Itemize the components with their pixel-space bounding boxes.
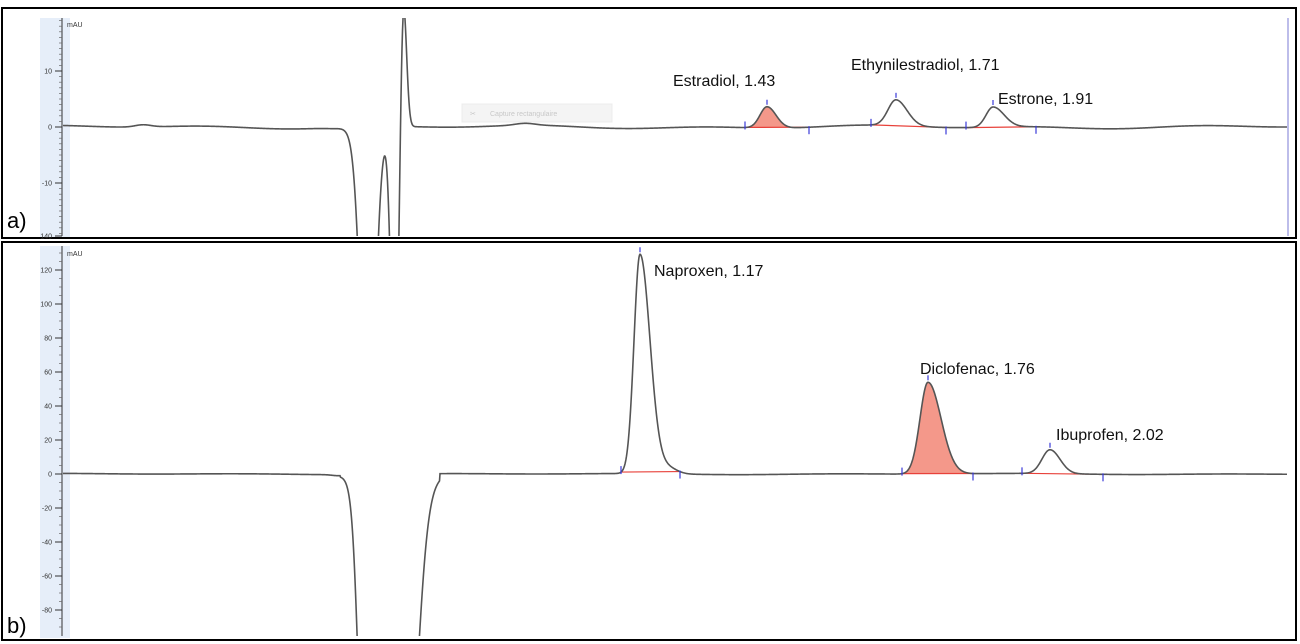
panel-a-axis-strip bbox=[40, 18, 70, 238]
y-tick-label: 20 bbox=[44, 438, 52, 445]
peak-label-ibuprofen: Ibuprofen, 2.02 bbox=[1056, 427, 1164, 444]
capture-text: Capture rectangulaire bbox=[490, 111, 557, 118]
panel-a-y-unit: mAU bbox=[67, 22, 83, 29]
peak-label-estrone: Estrone, 1.91 bbox=[998, 91, 1093, 108]
panel-b-integrated-areas bbox=[902, 382, 973, 474]
y-tick-label: 80 bbox=[44, 336, 52, 343]
peak-label-naproxen: Naproxen, 1.17 bbox=[654, 263, 764, 280]
panel-a-trace bbox=[62, 18, 1287, 236]
y-tick-label: -40 bbox=[42, 540, 52, 547]
panel-b-label: b) bbox=[7, 613, 27, 638]
y-tick-label: 40 bbox=[44, 404, 52, 411]
y-tick-label: 140 bbox=[40, 234, 52, 241]
peak-label-estradiol: Estradiol, 1.43 bbox=[673, 73, 775, 90]
y-tick-label: 0 bbox=[48, 472, 52, 479]
y-tick-label: 100 bbox=[40, 302, 52, 309]
screen-capture-overlay: ✂ Capture rectangulaire bbox=[461, 103, 613, 123]
integrated-peak-area bbox=[902, 382, 973, 474]
panel-a-frame bbox=[1, 7, 1297, 239]
panel-b-y-unit: mAU bbox=[67, 251, 83, 258]
panel-a-label: a) bbox=[7, 208, 27, 233]
panel-b-y-ticks: 140 120 100 80 60 40 20 0 -20 -40 -60 -80 bbox=[40, 234, 62, 615]
panel-a-integration-markers bbox=[744, 92, 1037, 135]
y-tick-label: 60 bbox=[44, 370, 52, 377]
panel-b-frame bbox=[1, 241, 1297, 641]
y-tick-label: 0 bbox=[48, 125, 52, 132]
y-tick-label: -80 bbox=[42, 608, 52, 615]
y-tick-label: 10 bbox=[44, 69, 52, 76]
panel-a: 10 0 -10 mAU ✂ Capture rectangulaire Estra… bbox=[1, 7, 1297, 239]
y-tick-label: 120 bbox=[40, 268, 52, 275]
y-tick-label: -20 bbox=[42, 506, 52, 513]
y-tick-label: -60 bbox=[42, 574, 52, 581]
panel-b: 140 120 100 80 60 40 20 0 -20 -40 -60 -80 mAU Napro… bbox=[1, 234, 1297, 641]
peak-label-ethynilestradiol: Ethynilestradiol, 1.71 bbox=[851, 57, 1000, 74]
panel-b-integration-markers bbox=[620, 247, 1104, 482]
peak-baseline bbox=[620, 470, 681, 473]
panel-a-y-ticks: 10 0 -10 bbox=[42, 69, 62, 188]
scissors-icon: ✂ bbox=[470, 111, 476, 118]
y-tick-label: -10 bbox=[42, 181, 52, 188]
peak-label-diclofenac: Diclofenac, 1.76 bbox=[920, 361, 1035, 378]
panel-b-trace bbox=[63, 253, 1287, 636]
panel-b-axis-strip bbox=[40, 246, 70, 638]
